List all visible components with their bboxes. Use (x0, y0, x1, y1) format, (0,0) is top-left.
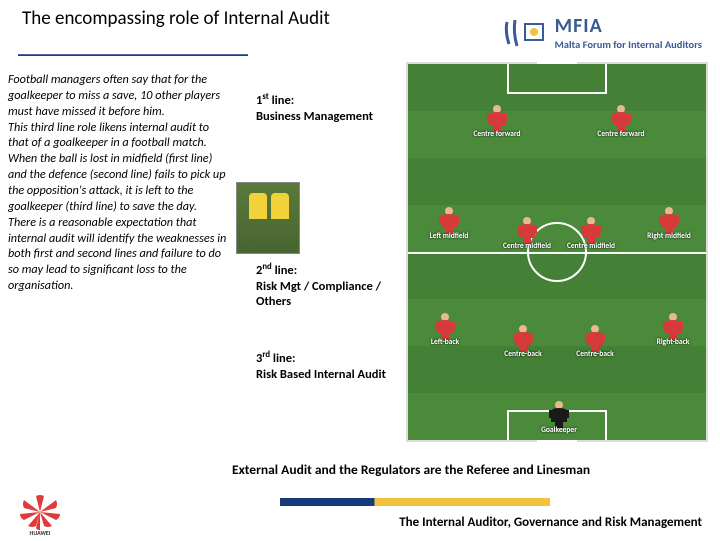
mfia-sub: Malta Forum for Internal Auditors (555, 38, 702, 51)
goalkeeper-icon: Goalkeeper (544, 400, 574, 433)
player-icon: Left-back (430, 312, 460, 345)
svg-text:HUAWEI: HUAWEI (30, 529, 51, 536)
player-icon: Centre forward (606, 104, 636, 137)
football-pitch: Centre forward Centre forward Left midfiel… (406, 62, 708, 442)
footer-rule (280, 498, 550, 506)
player-icon: Right-back (658, 312, 688, 345)
player-icon: Centre forward (482, 104, 512, 137)
footer-text: The Internal Auditor, Governance and Ris… (0, 515, 702, 530)
page-title: The encompassing role of Internal Audit (22, 8, 330, 30)
player-icon: Right midfield (654, 206, 684, 239)
player-icon: Centre-back (580, 324, 610, 357)
mfia-name: MFIA (555, 14, 702, 38)
player-icon: Centre midfield (576, 216, 606, 249)
player-icon: Centre-back (508, 324, 538, 357)
line2-label: 2nd line: Risk Mgt / Compliance / Others (256, 262, 406, 310)
mfia-mark-icon (503, 18, 547, 48)
title-rule (18, 54, 248, 56)
referee-image (236, 182, 300, 254)
player-icon: Left midfield (434, 206, 464, 239)
huawei-logo-icon: HUAWEI (14, 494, 66, 536)
player-icon: Centre midfield (512, 216, 542, 249)
line1-label: 1st line: Business Management (256, 92, 373, 124)
line3-label: 3rd line: Risk Based Internal Audit (256, 350, 386, 382)
external-audit-line: External Audit and the Regulators are th… (232, 461, 708, 478)
body-paragraph: Football managers often say that for the… (8, 72, 230, 294)
mfia-logo-block: MFIA Malta Forum for Internal Auditors (503, 14, 702, 51)
